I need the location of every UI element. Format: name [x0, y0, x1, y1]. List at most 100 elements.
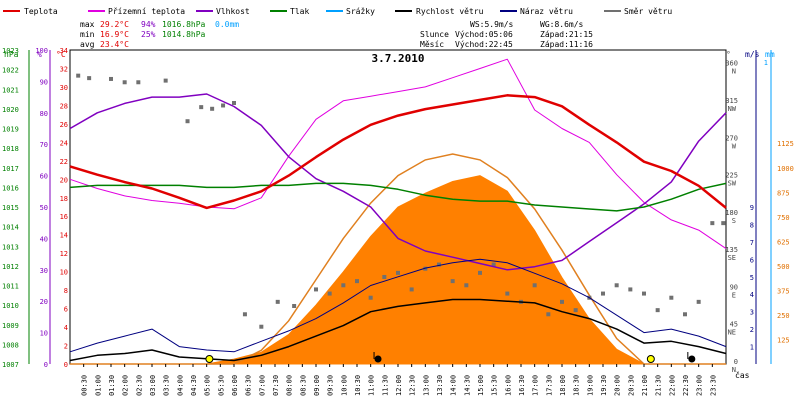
wind-direction-point	[642, 291, 646, 296]
wind-direction-point	[221, 103, 226, 108]
sun-set: Západ:21:15	[540, 30, 593, 39]
moon-rise: Východ:22:45	[455, 40, 513, 49]
direction-tick-dir: NE	[728, 329, 736, 337]
time-tick-label: 03:30	[163, 375, 171, 396]
legend-rychlost: Rychlost větru	[416, 7, 484, 16]
wind-tick-label: 8	[750, 221, 754, 229]
wind-direction-point	[327, 291, 332, 296]
time-tick-label: 06:00	[231, 375, 239, 396]
wind-direction-layer	[76, 73, 726, 329]
legend-tlak: Tlak	[290, 7, 309, 16]
time-tick-label: 11:30	[381, 375, 389, 396]
hpa-tick-label: 1022	[2, 67, 19, 75]
hpa-tick-label: 1020	[2, 106, 19, 114]
wind-direction-point	[546, 312, 551, 317]
events-layer	[205, 352, 696, 363]
moon-set: Západ:11:16	[540, 40, 593, 49]
direction-tick-dir: N	[732, 366, 736, 374]
time-tick-label: 16:00	[504, 375, 512, 396]
time-tick-label: 17:30	[545, 375, 553, 396]
time-tick-label: 23:30	[709, 375, 717, 396]
time-tick-label: 15:00	[477, 375, 485, 396]
hpa-tick-label: 1013	[2, 243, 19, 251]
hpa-tick-label: 1019	[2, 126, 19, 134]
solar-tick-label: 1000	[777, 165, 794, 173]
wind-direction-point	[655, 308, 660, 313]
stat-min-temp: 16.9°C	[100, 30, 129, 39]
humidity-tick-label: 100	[35, 47, 48, 55]
direction-tick-deg: 315	[725, 97, 738, 105]
hpa-tick-label: 1012	[2, 263, 19, 271]
axis-unit-hpa: hPa	[4, 50, 19, 59]
temp-tick-label: 4	[64, 324, 68, 332]
temp-tick-label: 2	[64, 343, 68, 351]
time-tick-label: 08:30	[299, 375, 307, 396]
chart-title: 3.7.2010	[372, 52, 425, 65]
stat-min-hum: 25%	[141, 30, 156, 39]
direction-tick-dir: W	[732, 142, 737, 150]
series-temperature	[69, 94, 727, 210]
direction-tick-dir: SE	[728, 254, 736, 262]
time-tick-label: 06:30	[245, 375, 253, 396]
legend-naraz: Náraz větru	[520, 7, 573, 16]
legend-vlhkost: Vlhkost	[216, 7, 250, 16]
time-tick-label: 14:00	[450, 375, 458, 396]
wind-direction-point	[491, 262, 496, 267]
humidity-tick-label: 20	[40, 298, 48, 306]
hpa-tick-label: 1021	[2, 86, 19, 94]
time-tick-label: 13:30	[436, 375, 444, 396]
time-tick-label: 05:00	[204, 375, 212, 396]
humidity-tick-label: 30	[40, 267, 48, 275]
time-tick-label: 17:00	[532, 375, 540, 396]
wind-direction-point	[464, 283, 469, 288]
wind-speed-info: WS:5.9m/s	[470, 20, 514, 29]
legend-srazky: Srážky	[346, 7, 375, 16]
stats-block: max 29.2°C 94% 1016.8hPa 0.0mm min 16.9°…	[80, 20, 239, 49]
time-tick-label: 13:00	[422, 375, 430, 396]
wind-direction-point	[259, 324, 264, 329]
time-tick-label: 11:00	[368, 375, 376, 396]
wind-direction-point	[292, 303, 297, 308]
solar-tick-label: 1125	[777, 140, 794, 148]
x-axis-label: čas	[735, 370, 750, 380]
wind-direction-point	[573, 308, 578, 313]
direction-tick-dir: S	[732, 217, 736, 225]
moonset-marker	[374, 355, 382, 363]
humidity-tick-label: 70	[40, 141, 48, 149]
wind-direction-point	[275, 299, 280, 304]
wind-direction-point	[560, 299, 564, 304]
series-pressure	[69, 182, 727, 212]
humidity-tick-label: 10	[40, 330, 48, 338]
time-tick-label: 10:30	[354, 375, 362, 396]
wind-direction-point	[163, 78, 168, 83]
time-tick-label: 19:00	[586, 375, 594, 396]
wind-tick-label: 2	[750, 326, 754, 334]
wind-tick-label: 7	[750, 239, 754, 247]
time-tick-label: 22:30	[682, 375, 690, 396]
stat-min-label: min	[80, 30, 95, 39]
temp-tick-label: 32	[60, 65, 68, 73]
hpa-tick-label: 1016	[2, 184, 19, 192]
time-tick-label: 23:00	[696, 375, 704, 396]
axes-layer: 1007100810091010101110121013101410151016…	[2, 47, 794, 396]
wind-direction-point	[532, 283, 537, 288]
wind-direction-point	[232, 100, 236, 105]
sun-rise: Východ:05:06	[455, 30, 513, 39]
time-tick-label: 12:30	[409, 375, 417, 396]
wind-direction-point	[450, 279, 455, 284]
solar-tick-label: 625	[777, 238, 790, 246]
direction-tick-dir: NW	[728, 105, 737, 113]
stat-max-rain: 0.0mm	[215, 20, 239, 29]
wind-direction-point	[76, 73, 81, 78]
wind-tick-label: 6	[750, 256, 754, 264]
time-tick-label: 12:00	[395, 375, 403, 396]
wind-direction-point	[355, 279, 359, 284]
wind-direction-point	[314, 287, 318, 292]
wind-direction-point	[721, 221, 726, 226]
humidity-tick-label: 60	[40, 173, 48, 181]
hpa-tick-label: 1009	[2, 322, 19, 330]
time-tick-label: 09:00	[313, 375, 321, 396]
sun-label: Slunce	[420, 30, 449, 39]
hpa-tick-label: 1014	[2, 224, 19, 232]
wind-direction-point	[109, 76, 113, 81]
